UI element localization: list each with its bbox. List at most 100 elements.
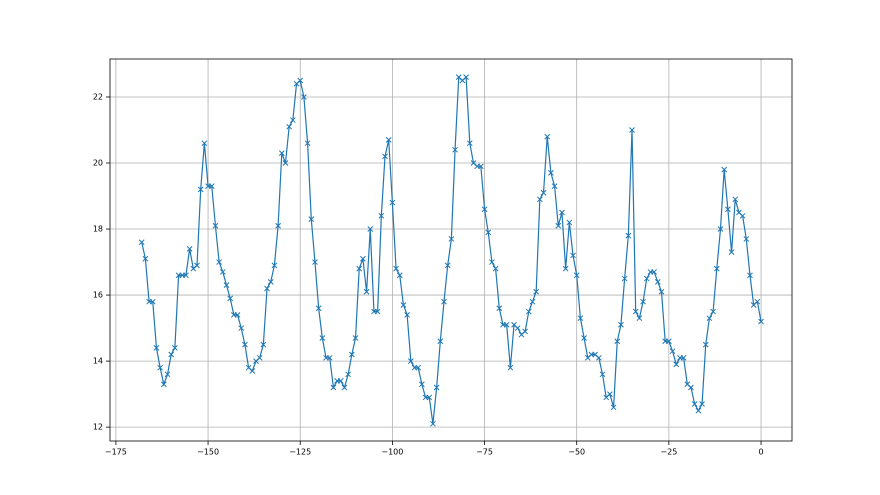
data-point [540,189,547,196]
data-point [559,209,565,216]
data-point [607,391,613,397]
data-point [360,255,366,262]
data-point [319,335,326,341]
data-point [400,302,407,308]
data-point [625,232,632,239]
data-point [219,269,226,275]
y-tick-label: 14 [93,357,103,366]
data-point [234,312,241,318]
data-point [492,265,499,272]
data-point [743,236,750,242]
data-point [466,140,473,147]
data-point [739,212,746,219]
data-point [275,222,281,229]
data-point [208,183,215,189]
data-point [164,371,171,378]
data-point [481,206,488,213]
data-point [367,226,374,232]
data-point [732,196,739,203]
data-point [407,358,414,364]
data-point [717,226,724,232]
data-point [643,275,650,282]
data-point [426,394,433,401]
data-point [640,298,646,305]
data-point [595,354,602,361]
y-tick-label: 20 [93,159,103,168]
data-point [496,305,503,312]
data-point [282,160,289,166]
data-point [725,206,731,213]
data-point [289,117,296,123]
data-point [444,262,451,269]
data-point [666,338,672,345]
data-point [536,196,543,203]
data-point [478,163,484,170]
data-point [256,354,263,361]
data-point [503,321,510,328]
data-point [186,245,193,252]
data-point [573,272,580,279]
data-point [525,308,532,315]
data-point [315,305,322,312]
y-tick-label: 16 [93,291,103,300]
data-point [138,239,145,246]
data-point [378,212,385,219]
y-tick-label: 22 [93,92,103,101]
data-point [621,275,628,282]
data-point [153,345,160,351]
x-tick-label: 0 [758,448,763,457]
data-point [267,279,274,285]
data-point [197,186,204,193]
data-point [721,166,728,173]
data-point [669,348,676,355]
data-point [577,315,584,322]
data-point [599,371,606,378]
data-point [389,199,396,206]
y-tick-label: 12 [93,423,103,432]
data-point [636,315,643,322]
data-point [463,74,469,81]
x-tick-label: −125 [289,448,311,457]
data-point [758,318,764,325]
data-point [242,341,248,348]
data-point [201,140,208,147]
data-point [216,259,222,265]
data-point [430,420,436,427]
data-point [301,94,307,100]
data-point [183,272,189,279]
data-point [507,364,514,371]
data-point [278,150,285,156]
data-point [522,328,528,335]
data-point [286,123,293,130]
data-point [337,378,344,384]
data-point [363,288,370,295]
data-point [728,249,735,255]
data-point [433,384,440,391]
data-point [260,341,267,348]
data-point [374,308,381,315]
data-point [699,401,705,407]
x-tick-label: −50 [568,448,585,457]
data-point [271,262,278,269]
data-point [264,285,270,292]
data-point [658,288,665,295]
data-point [489,259,495,265]
data-point [441,298,447,305]
data-point [544,133,551,140]
data-point [212,222,219,229]
data-point [706,315,713,322]
data-point [194,262,200,269]
data-point [437,338,444,345]
data-point [614,338,621,345]
grid [110,59,792,441]
data-point [452,146,458,153]
x-tick-label: −100 [381,448,403,457]
data-point [404,312,410,318]
data-point [396,272,403,279]
data-point [238,325,245,331]
data-point [419,381,425,388]
data-point [581,335,587,341]
data-point [551,183,558,189]
data-point [415,364,422,371]
